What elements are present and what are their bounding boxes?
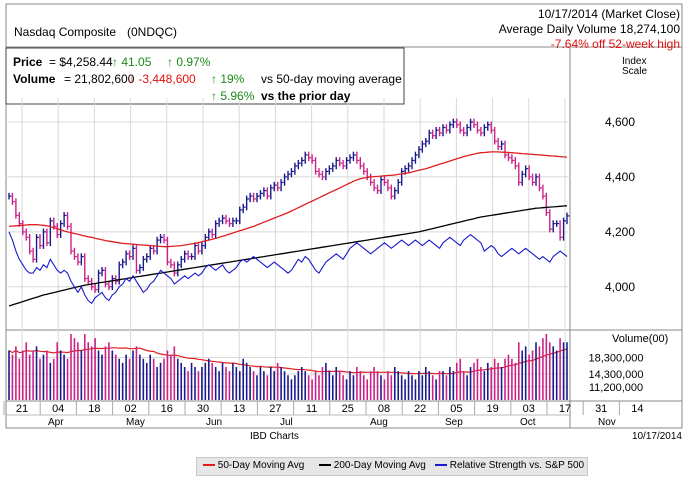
axis-labels: 4,000 4,200 4,400 4,600 21 04 18 02 16 30 13 27 11 25… bbox=[3, 115, 644, 428]
index-scale-line1: Index bbox=[622, 56, 647, 67]
date-tick-label: 08 bbox=[378, 403, 390, 415]
indicator-lines bbox=[8, 151, 568, 375]
source-label: IBD Charts bbox=[250, 431, 299, 442]
off-high: -7.64% off 52-week high bbox=[550, 37, 680, 51]
month-label: Sep bbox=[445, 417, 463, 428]
footer-date: 10/17/2014 bbox=[631, 431, 682, 442]
legend-rs-swatch bbox=[435, 464, 447, 467]
month-label: Oct bbox=[520, 417, 536, 428]
legend-ma200-label: 200-Day Moving Avg bbox=[333, 460, 426, 471]
info-box bbox=[5, 47, 405, 105]
index-scale-line2: Scale bbox=[622, 66, 648, 77]
price-tick-label: 4,600 bbox=[605, 115, 635, 129]
date-tick-label: 30 bbox=[197, 403, 209, 415]
index-scale-label: Index Scale bbox=[622, 57, 647, 77]
date-tick-label: 21 bbox=[16, 403, 28, 415]
average-volume: Average Daily Volume 18,274,100 bbox=[498, 22, 680, 36]
date-tick-label: 18 bbox=[88, 403, 100, 415]
date-tick-label: 17 bbox=[559, 403, 571, 415]
volume-bars bbox=[8, 334, 568, 400]
legend-ma200: 200-Day Moving Avg bbox=[319, 460, 426, 471]
month-label: Aug bbox=[370, 417, 388, 428]
volume-change-pct2: ↑ 5.96% bbox=[211, 89, 255, 103]
month-label: Nov bbox=[598, 417, 616, 428]
legend-rs-label: Relative Strength vs. S&P 500 bbox=[449, 460, 585, 471]
legend-ma200-swatch bbox=[319, 464, 331, 467]
volume-tick-label: 18,300,000 bbox=[588, 353, 643, 365]
date-tick-label: 13 bbox=[233, 403, 245, 415]
date-tick-label: 05 bbox=[450, 403, 462, 415]
month-label: May bbox=[126, 417, 145, 428]
ma50-line bbox=[8, 151, 568, 248]
volume-axis-label: Volume(00) bbox=[612, 333, 669, 345]
date-tick-label: 27 bbox=[269, 403, 281, 415]
date-tick-label: 25 bbox=[342, 403, 354, 415]
date-status: 10/17/2014 (Market Close) bbox=[537, 7, 680, 21]
month-label: Jun bbox=[206, 417, 222, 428]
price-change: ↑ 41.05 bbox=[112, 55, 152, 69]
volume-tick-label: 11,200,000 bbox=[589, 382, 643, 394]
date-tick-label: 22 bbox=[414, 403, 426, 415]
legend-ma50-swatch bbox=[203, 464, 215, 467]
index-symbol: (0NDQC) bbox=[127, 25, 177, 39]
price-change-pct: ↑ 0.97% bbox=[167, 55, 211, 69]
legend-ma50: 50-Day Moving Avg bbox=[203, 460, 304, 471]
volume-label: Volume bbox=[13, 72, 56, 86]
volume-change: ↓ -3,448,600 bbox=[129, 72, 196, 86]
date-tick-label: 02 bbox=[124, 403, 136, 415]
volume-value: = 21,802,600 bbox=[64, 72, 135, 86]
date-tick-label: 03 bbox=[523, 403, 535, 415]
ma200-line bbox=[8, 205, 568, 307]
price-value: = $4,258.44 bbox=[49, 55, 113, 69]
month-label: Apr bbox=[48, 417, 64, 428]
volume-change-pct: ↑ 19% bbox=[211, 72, 245, 86]
legend-rs: Relative Strength vs. S&P 500 bbox=[435, 460, 584, 471]
relative-strength-line bbox=[8, 231, 568, 305]
date-tick-label: 31 bbox=[595, 403, 607, 415]
volume-tick-label: 14,300,000 bbox=[588, 369, 643, 381]
month-label: Jul bbox=[280, 417, 293, 428]
date-tick-label: 19 bbox=[486, 403, 498, 415]
index-name: Nasdaq Composite bbox=[14, 25, 117, 39]
date-tick-label: 11 bbox=[306, 403, 317, 415]
price-tick-label: 4,400 bbox=[605, 170, 635, 184]
price-tick-label: 4,200 bbox=[605, 225, 635, 239]
legend-ma50-label: 50-Day Moving Avg bbox=[217, 460, 305, 471]
date-tick-label: 14 bbox=[631, 403, 643, 415]
date-tick-label: 16 bbox=[161, 403, 173, 415]
chart-grid bbox=[6, 98, 570, 400]
date-tick-label: 04 bbox=[52, 403, 64, 415]
price-tick-label: 4,000 bbox=[605, 280, 635, 294]
legend: 50-Day Moving Avg 200-Day Moving Avg Rel… bbox=[196, 457, 588, 476]
price-label: Price bbox=[13, 55, 43, 69]
volume-vs-ma: vs 50-day moving average bbox=[261, 72, 402, 86]
volume-vs-prior: vs the prior day bbox=[261, 89, 351, 103]
